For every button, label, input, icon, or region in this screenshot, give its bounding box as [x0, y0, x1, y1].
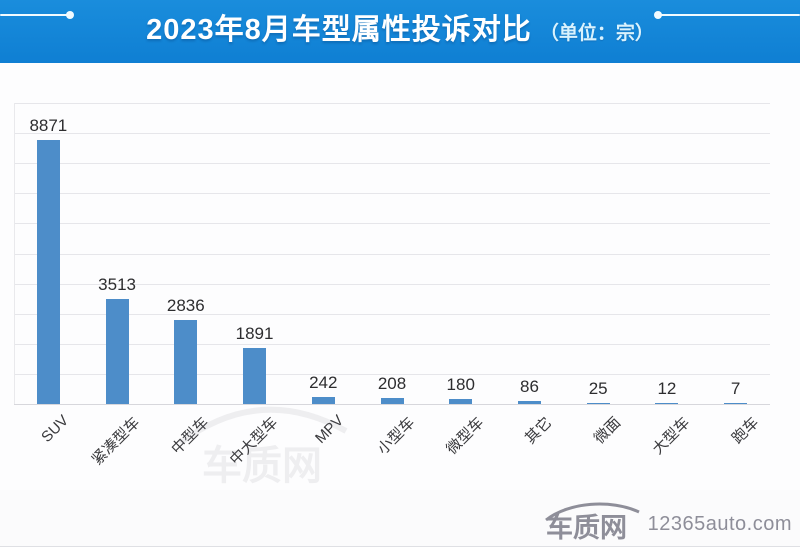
gridline: [14, 193, 770, 195]
bar: [311, 396, 335, 404]
bar-value-label: 180: [446, 374, 475, 394]
gridline: [14, 103, 770, 104]
bar-value-label: 1891: [235, 323, 274, 343]
header-banner: 2023年8月车型属性投诉对比 （单位：宗）: [0, 0, 800, 63]
bar: [724, 402, 748, 404]
bar-value-label: 86: [519, 377, 539, 397]
site-logo-icon: 车质网: [544, 502, 640, 541]
y-axis-line: [14, 103, 15, 404]
gridline: [14, 253, 770, 255]
page-title: 2023年8月车型属性投诉对比: [146, 14, 532, 46]
bar: [449, 398, 473, 404]
bar-value-label: 8871: [29, 116, 68, 135]
gridline: [14, 313, 770, 315]
gridline: [14, 343, 770, 345]
unit-label: （单位：宗）: [539, 23, 654, 44]
gridline: [14, 163, 770, 165]
bar: [586, 402, 610, 404]
bar-value-label: 242: [309, 372, 338, 392]
bar: [105, 299, 129, 404]
bar-value-label: 208: [377, 373, 407, 393]
header-decor-line-right: [660, 14, 800, 16]
bar-value-label: 7: [730, 378, 741, 398]
gridline: [14, 373, 770, 375]
bar: [380, 397, 404, 404]
bar-value-label: 25: [588, 378, 608, 398]
bar-value-label: 12: [657, 378, 677, 398]
bar: [36, 140, 60, 404]
bar: [655, 402, 679, 404]
bar: [174, 319, 198, 404]
bar-chart: 8871 3513 2836 1891 242 208 180 86 25 12 7 SUV 紧凑型车…: [0, 63, 800, 490]
bar-value-label: 3513: [98, 275, 136, 295]
footer-brand: 车质网 12365auto.com: [541, 499, 792, 541]
header-decor-dot-left: [66, 11, 74, 19]
gridline: [14, 283, 770, 285]
site-url-text: 12365auto.com: [647, 513, 792, 535]
header-title-row: 2023年8月车型属性投诉对比 （单位：宗）: [0, 6, 800, 48]
header-decor-line-left: [0, 14, 68, 16]
bar: [243, 347, 267, 404]
gridline: [14, 133, 770, 135]
gridline: [14, 223, 770, 225]
site-logo-text: 车质网: [546, 512, 627, 541]
header-decor-dot-right: [654, 11, 662, 19]
x-axis-baseline: [14, 404, 770, 405]
bar: [517, 401, 541, 404]
bar-value-label: 2836: [166, 295, 205, 315]
